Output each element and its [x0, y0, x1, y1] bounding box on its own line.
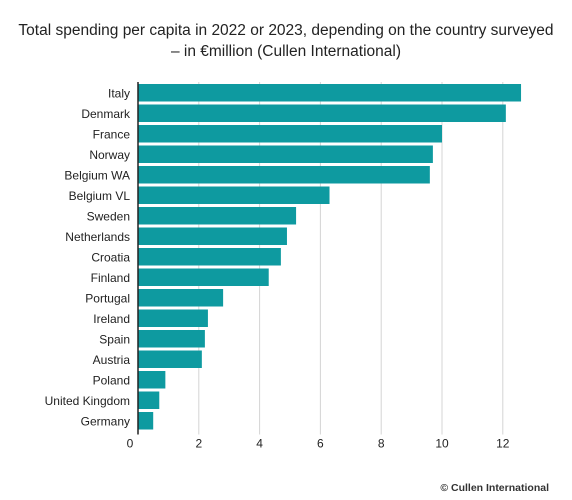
chart-title: Total spending per capita in 2022 or 202…: [0, 20, 572, 62]
category-label: Italy: [108, 86, 130, 100]
category-label: Sweden: [87, 209, 130, 223]
category-label: Spain: [99, 332, 130, 346]
bar: [138, 289, 224, 307]
x-tick-label: 4: [256, 437, 263, 451]
bar: [138, 207, 297, 225]
category-label: Austria: [93, 353, 131, 367]
x-tick-label: 12: [496, 437, 510, 451]
x-tick-label: 10: [435, 437, 449, 451]
bar: [138, 166, 430, 184]
chart-title-line-2: – in €million (Cullen International): [170, 43, 402, 60]
bar: [138, 350, 202, 368]
bar: [138, 330, 205, 348]
bar: [138, 145, 433, 163]
category-label: Belgium WA: [64, 168, 130, 182]
bar: [138, 104, 506, 122]
bar: [138, 371, 166, 389]
bar: [138, 268, 269, 286]
bar: [138, 125, 442, 143]
bar: [138, 186, 330, 204]
x-tick-label: 0: [127, 437, 134, 451]
chart-title-line-1: Total spending per capita in 2022 or 202…: [18, 22, 554, 39]
x-tick-label: 8: [378, 437, 385, 451]
category-label: Denmark: [81, 107, 131, 121]
bar: [138, 227, 287, 245]
category-label: Ireland: [93, 312, 130, 326]
category-label: Belgium VL: [69, 189, 131, 203]
bar: [138, 412, 154, 430]
bar: [138, 84, 522, 102]
category-label: United Kingdom: [45, 394, 130, 408]
bar: [138, 248, 281, 266]
category-label: Finland: [91, 271, 130, 285]
category-label: Poland: [93, 373, 130, 387]
category-label: Norway: [89, 148, 130, 162]
copyright-credit: © Cullen International: [440, 482, 549, 494]
category-label: Netherlands: [65, 230, 130, 244]
bar: [138, 309, 208, 327]
bar: [138, 391, 160, 409]
category-label: Germany: [81, 414, 130, 428]
category-label: Croatia: [91, 250, 130, 264]
x-tick-label: 2: [195, 437, 202, 451]
category-label: Portugal: [85, 291, 130, 305]
x-tick-label: 6: [317, 437, 324, 451]
category-label: France: [93, 127, 131, 141]
